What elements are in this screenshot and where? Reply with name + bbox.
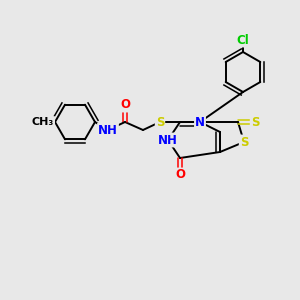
Text: S: S (251, 116, 259, 128)
Text: NH: NH (158, 134, 178, 146)
Text: N: N (195, 116, 205, 128)
Text: S: S (156, 116, 164, 128)
Text: CH₃: CH₃ (32, 117, 54, 127)
Text: Cl: Cl (237, 34, 249, 46)
Text: O: O (175, 169, 185, 182)
Text: S: S (240, 136, 248, 148)
Text: NH: NH (98, 124, 118, 136)
Text: O: O (120, 98, 130, 112)
